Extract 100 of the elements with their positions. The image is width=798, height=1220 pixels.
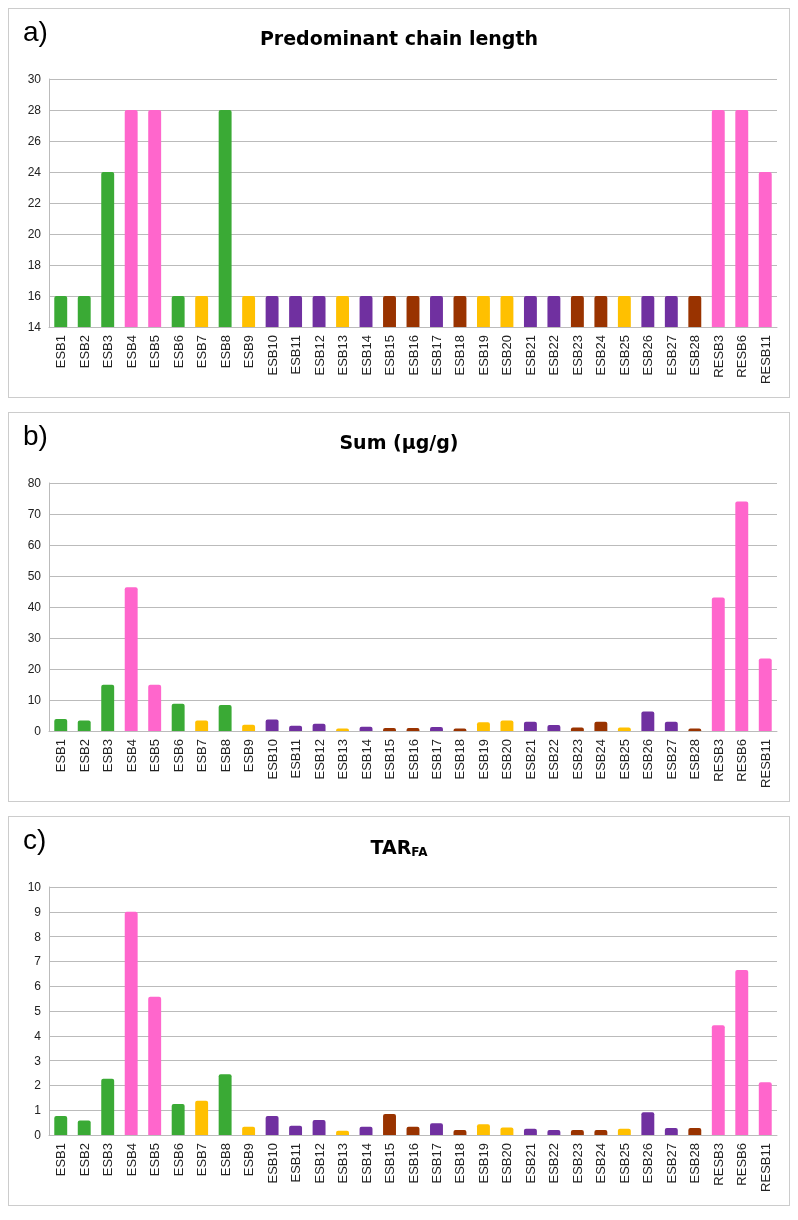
bar <box>195 720 209 731</box>
x-tick-label: ESB7 <box>194 739 210 773</box>
bar <box>688 1128 702 1135</box>
x-tick-label: ESB2 <box>76 335 92 369</box>
bar <box>406 1126 420 1135</box>
x-tick-label: ESB27 <box>663 739 679 780</box>
x-tick-label: ESB14 <box>358 335 374 376</box>
y-tick-label: 28 <box>27 103 42 117</box>
y-tick-label: 22 <box>27 196 42 210</box>
bar <box>242 1126 256 1135</box>
x-tick-label: ESB14 <box>358 1143 374 1184</box>
bar <box>171 1104 185 1135</box>
x-tick-label: ESB22 <box>546 1143 562 1184</box>
y-tick-label: 16 <box>27 289 42 303</box>
x-tick-label: ESB6 <box>170 739 186 773</box>
y-tick-label: 26 <box>27 134 42 148</box>
x-tick-label: ESB17 <box>428 1143 444 1184</box>
bar <box>594 721 608 731</box>
bar <box>523 721 537 731</box>
bar <box>758 658 772 731</box>
y-tick-label: 18 <box>27 258 42 272</box>
x-tick-label: ESB24 <box>593 1143 609 1184</box>
y-tick-label: 80 <box>27 476 42 490</box>
x-tick-label: ESB22 <box>546 739 562 780</box>
x-tick-label: ESB4 <box>123 739 139 773</box>
x-tick-label: ESB17 <box>428 335 444 376</box>
y-tick-label: 5 <box>34 1004 42 1018</box>
x-tick-label: ESB5 <box>147 335 163 369</box>
bar <box>476 1124 490 1135</box>
y-tick-label: 10 <box>27 880 42 894</box>
x-tick-label: ESB26 <box>640 739 656 780</box>
x-tick-label: ESB9 <box>241 1143 257 1177</box>
bar <box>218 704 232 731</box>
x-tick-label: RESB6 <box>734 335 750 378</box>
x-tick-label: ESB20 <box>499 1143 515 1184</box>
bar <box>711 1025 725 1135</box>
x-tick-label: ESB23 <box>569 739 585 780</box>
bar <box>476 722 490 731</box>
x-tick-label: ESB19 <box>475 335 491 376</box>
x-tick-label: ESB19 <box>475 1143 491 1184</box>
bar <box>383 1113 396 1135</box>
x-tick-label: ESB16 <box>405 739 421 780</box>
bar <box>312 723 326 731</box>
y-tick-label: 0 <box>34 724 42 738</box>
y-tick-label: 3 <box>34 1053 42 1068</box>
y-tick-label: 24 <box>27 165 42 179</box>
y-tick-label: 20 <box>27 227 42 241</box>
x-tick-label: ESB28 <box>687 1143 703 1184</box>
x-tick-label: ESB10 <box>264 1143 280 1184</box>
bar <box>664 1128 678 1135</box>
bar <box>735 501 749 731</box>
x-tick-label: ESB2 <box>76 1143 92 1177</box>
bar <box>77 1120 91 1135</box>
text: b) <box>23 419 48 451</box>
y-tick-label: 2 <box>34 1078 42 1093</box>
bar <box>265 719 279 731</box>
x-tick-label: ESB13 <box>335 1143 351 1184</box>
bar <box>617 1128 631 1135</box>
y-tick-label: 6 <box>34 979 42 994</box>
x-tick-label: ESB18 <box>452 335 468 376</box>
x-tick-label: ESB20 <box>499 739 515 780</box>
x-tick-label: ESB6 <box>170 1143 186 1177</box>
bar <box>54 718 68 731</box>
bar <box>124 911 138 1135</box>
x-tick-label: ESB27 <box>663 335 679 376</box>
bar <box>54 1115 68 1135</box>
x-tick-label: ESB13 <box>335 739 351 780</box>
x-tick-label: ESB9 <box>241 335 257 369</box>
bar <box>218 1074 232 1135</box>
x-tick-label: ESB24 <box>593 335 609 376</box>
x-tick-label: ESB19 <box>475 739 491 780</box>
x-tick-label: ESB5 <box>147 1143 163 1177</box>
bar <box>735 970 749 1135</box>
x-tick-label: ESB11 <box>288 1143 304 1183</box>
bar <box>148 684 162 731</box>
x-tick-label: ESB3 <box>100 335 116 369</box>
bar <box>265 1115 279 1135</box>
bar <box>500 720 514 731</box>
y-tick-label: 1 <box>34 1103 42 1118</box>
x-tick-label: RESB3 <box>710 335 726 378</box>
x-tick-label: ESB24 <box>593 739 609 780</box>
bar <box>242 724 256 731</box>
y-tick-label: 60 <box>27 538 42 552</box>
y-tick-label: 9 <box>34 904 42 919</box>
bar <box>124 587 138 731</box>
x-tick-label: ESB25 <box>616 1143 632 1184</box>
y-tick-label: 4 <box>34 1028 42 1043</box>
x-tick-label: RESB6 <box>734 739 750 782</box>
x-tick-label: ESB20 <box>499 335 515 376</box>
bar <box>77 720 91 731</box>
x-tick-label: ESB3 <box>100 1143 116 1177</box>
y-tick-label: 20 <box>27 662 42 676</box>
x-tick-label: ESB9 <box>241 739 257 773</box>
x-tick-label: ESB11 <box>288 739 304 779</box>
x-tick-label: ESB12 <box>311 1143 327 1184</box>
bar <box>312 1120 326 1135</box>
x-tick-label: ESB2 <box>76 739 92 773</box>
x-tick-label: ESB14 <box>358 739 374 780</box>
x-tick-label: ESB26 <box>640 335 656 376</box>
bar <box>289 1125 303 1135</box>
